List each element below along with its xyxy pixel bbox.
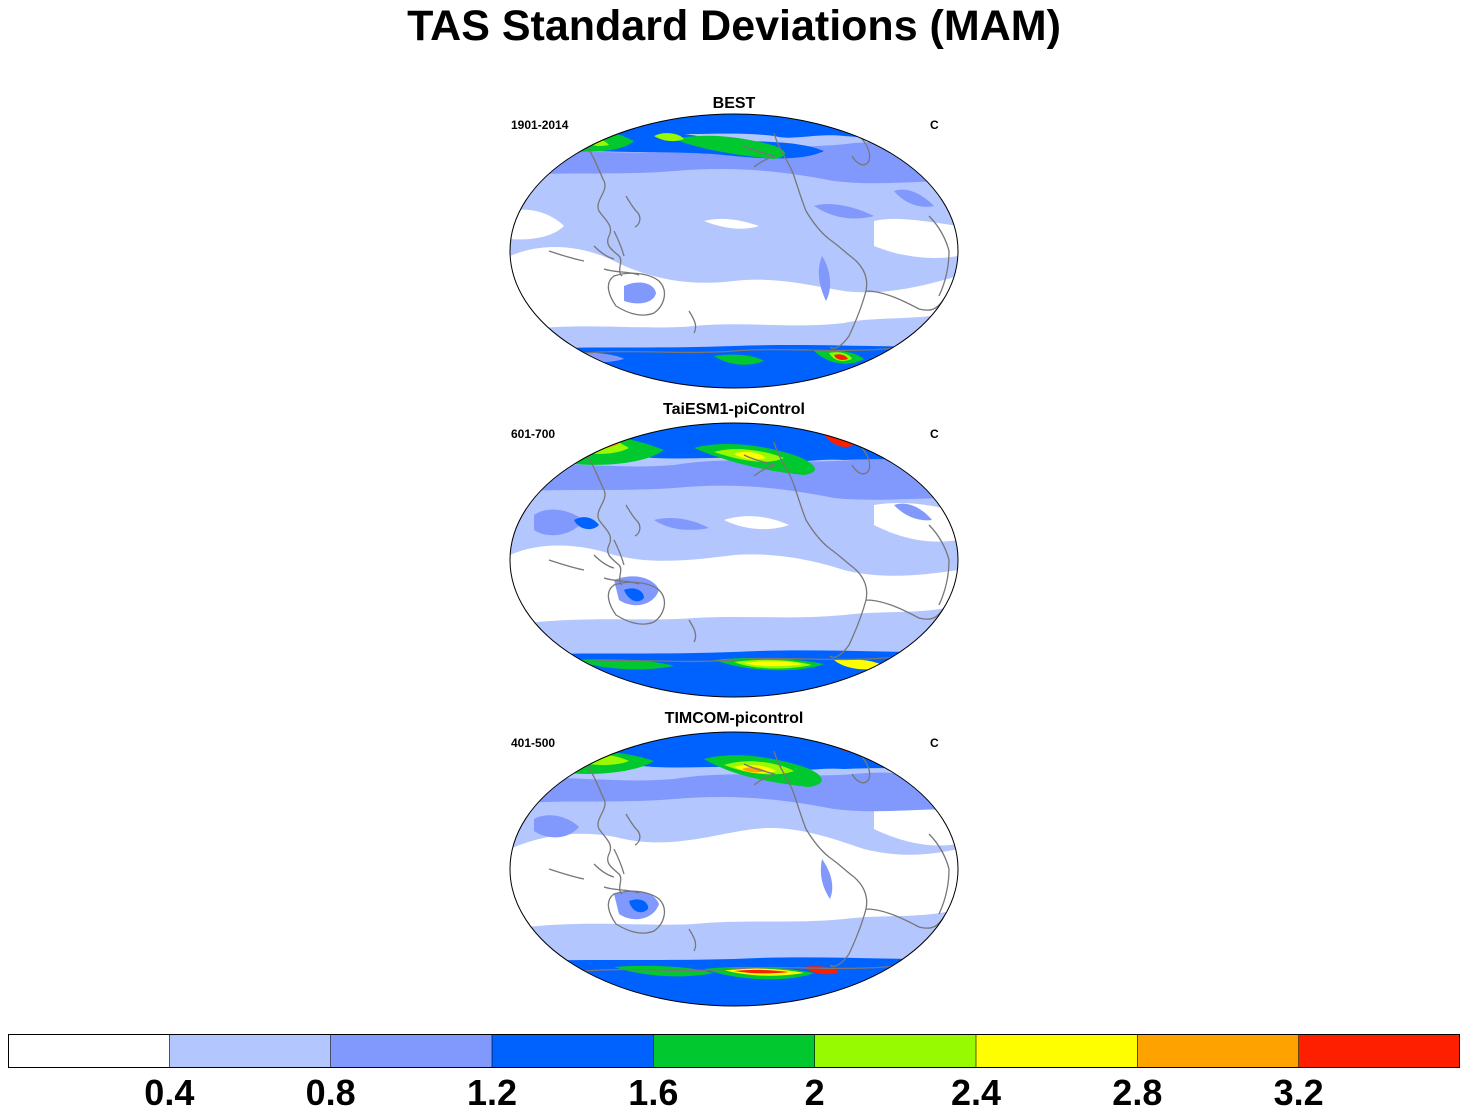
panel-2-title: TaiESM1-piControl	[663, 401, 805, 418]
colorbar-tick-label: 0.8	[305, 1072, 356, 1113]
panel-3-title: TIMCOM-picontrol	[664, 710, 804, 727]
panel-1-units: C	[930, 118, 939, 132]
figure-title: TAS Standard Deviations (MAM)	[407, 2, 1061, 50]
panel-2-period: 601-700	[511, 427, 556, 441]
panel-3-units: C	[930, 736, 939, 750]
colorbar-swatch	[330, 1034, 493, 1068]
colorbar-tick-label: 2.8	[1112, 1072, 1163, 1113]
panel-1-period: 1901-2014	[511, 118, 569, 132]
colorbar-swatch	[169, 1034, 332, 1068]
colorbar-tick-label: 3.2	[1273, 1072, 1324, 1113]
colorbar-tick-label: 1.6	[628, 1072, 679, 1113]
colorbar-border	[8, 1034, 1460, 1068]
colorbar-tick-label: 2	[804, 1072, 825, 1113]
map-panel-3	[510, 732, 958, 1006]
colorbar-swatch	[1298, 1034, 1460, 1068]
colorbar-swatch	[1137, 1034, 1300, 1068]
colorbar-tick-label: 1.2	[466, 1072, 518, 1113]
colorbar-tick-label: 0.4	[144, 1072, 195, 1113]
panel-2-units: C	[930, 427, 939, 441]
map-panel-2	[510, 423, 958, 697]
colorbar-swatch	[492, 1034, 654, 1068]
colorbar-swatch	[8, 1034, 170, 1068]
colorbar-tick-label: 2.4	[950, 1072, 1002, 1113]
colorbar	[8, 1034, 1460, 1068]
colorbar-swatch	[814, 1034, 977, 1068]
map-panel-1	[510, 114, 958, 388]
colorbar-swatch	[653, 1034, 816, 1068]
panel-1-title: BEST	[712, 95, 756, 112]
panel-3-period: 401-500	[511, 736, 556, 750]
colorbar-swatch	[976, 1034, 1138, 1068]
